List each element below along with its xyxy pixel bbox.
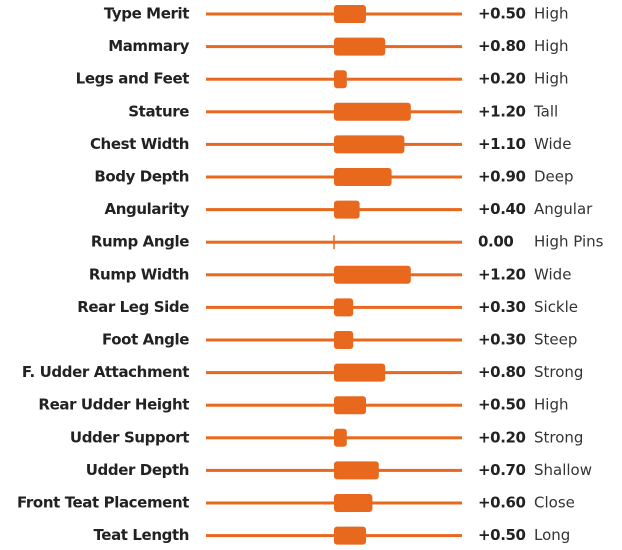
- value-label: +1.20: [478, 102, 526, 120]
- descriptor: Strong: [534, 428, 583, 446]
- trait-label: Chest Width: [90, 135, 189, 153]
- descriptor: Strong: [534, 363, 583, 381]
- value-label: +0.90: [478, 168, 526, 186]
- value-label: +0.40: [478, 200, 526, 218]
- trait-label: Front Teat Placement: [17, 494, 189, 512]
- value-label: +0.80: [478, 37, 526, 55]
- bar: [334, 331, 354, 349]
- bar: [334, 298, 354, 317]
- bar: [334, 363, 386, 382]
- value-label: +1.20: [478, 265, 526, 283]
- trait-label: Udder Depth: [86, 461, 189, 479]
- descriptor: High: [534, 5, 568, 23]
- trait-label: Foot Angle: [102, 331, 189, 349]
- trait-label: Body Depth: [94, 168, 189, 186]
- descriptor: Deep: [534, 168, 574, 186]
- descriptor: Wide: [534, 135, 571, 153]
- descriptor: Wide: [534, 265, 571, 283]
- bar: [334, 200, 360, 219]
- bar: [334, 135, 405, 154]
- trait-label: Legs and Feet: [76, 70, 190, 88]
- value-label: +0.20: [478, 428, 526, 446]
- trait-label: Angularity: [105, 200, 190, 218]
- value-label: +0.20: [478, 70, 526, 88]
- descriptor: Angular: [534, 200, 593, 218]
- bar: [333, 235, 335, 250]
- trait-label: Rear Udder Height: [38, 396, 189, 414]
- descriptor: High Pins: [534, 233, 604, 251]
- trait-label: Rump Angle: [91, 233, 189, 251]
- descriptor: Steep: [534, 331, 577, 349]
- bar: [334, 102, 411, 121]
- value-label: +0.60: [478, 494, 526, 512]
- descriptor: Sickle: [534, 298, 578, 316]
- trait-label: Rump Width: [89, 265, 189, 283]
- value-label: +0.80: [478, 363, 526, 381]
- trait-label: Stature: [128, 102, 189, 120]
- value-label: +0.50: [478, 526, 526, 544]
- descriptor: High: [534, 70, 568, 88]
- bar: [334, 396, 366, 415]
- descriptor: High: [534, 396, 568, 414]
- descriptor: Shallow: [534, 461, 592, 479]
- trait-label: F. Udder Attachment: [22, 363, 189, 381]
- bar: [334, 461, 379, 480]
- bar: [334, 526, 366, 545]
- bar: [334, 5, 366, 23]
- descriptor: Tall: [533, 102, 558, 120]
- value-label: +0.50: [478, 396, 526, 414]
- value-label: +1.10: [478, 135, 526, 153]
- bar: [334, 70, 347, 89]
- bar: [334, 168, 392, 186]
- trait-label: Teat Length: [93, 526, 189, 544]
- value-label: +0.70: [478, 461, 526, 479]
- value-label: 0.00: [478, 233, 513, 251]
- bar: [334, 37, 386, 56]
- descriptor: Close: [534, 494, 575, 512]
- descriptor: Long: [534, 526, 570, 544]
- bar: [334, 265, 411, 284]
- bar: [334, 428, 347, 447]
- descriptor: High: [534, 37, 568, 55]
- trait-label: Rear Leg Side: [77, 298, 189, 316]
- value-label: +0.30: [478, 298, 526, 316]
- bar: [334, 494, 373, 512]
- trait-label: Mammary: [108, 37, 189, 55]
- trait-label: Udder Support: [70, 428, 189, 446]
- value-label: +0.50: [478, 5, 526, 23]
- trait-label: Type Merit: [104, 5, 189, 23]
- value-label: +0.30: [478, 331, 526, 349]
